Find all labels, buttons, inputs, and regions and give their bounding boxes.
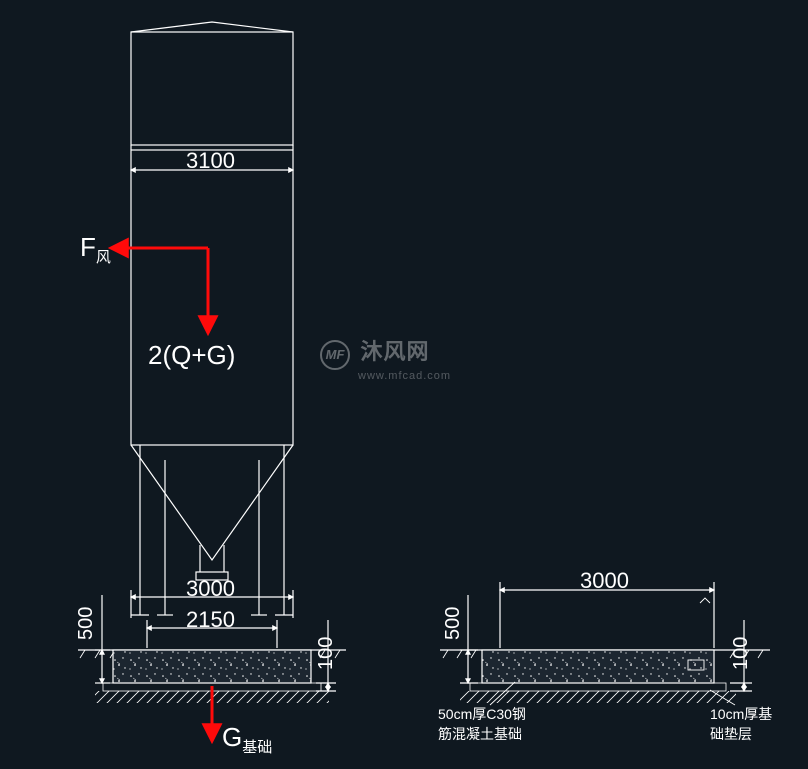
force-wind-label: F风 [80, 232, 111, 267]
dim-3000-right-label: 3000 [580, 568, 629, 594]
dim-2150-label: 2150 [186, 607, 235, 633]
note-concrete: 50cm厚C30钢 筋混凝土基础 [438, 704, 526, 744]
force-foundation-label: G基础 [222, 722, 272, 757]
dim-500-right-label: 500 [442, 607, 465, 640]
dim-100-right-label: 100 [730, 637, 753, 670]
drawing-canvas [0, 0, 808, 769]
watermark: MF 沐风网 www.mfcad.com [320, 334, 451, 382]
note-bedding: 10cm厚基 础垫层 [710, 704, 772, 744]
dim-3000-left-label: 3000 [186, 576, 235, 602]
dim-3100-label: 3100 [186, 148, 235, 174]
foundation-detail [440, 582, 770, 705]
force-load-label: 2(Q+G) [148, 340, 235, 371]
dim-100-left-label: 100 [315, 637, 338, 670]
dim-500-left-label: 500 [75, 607, 98, 640]
